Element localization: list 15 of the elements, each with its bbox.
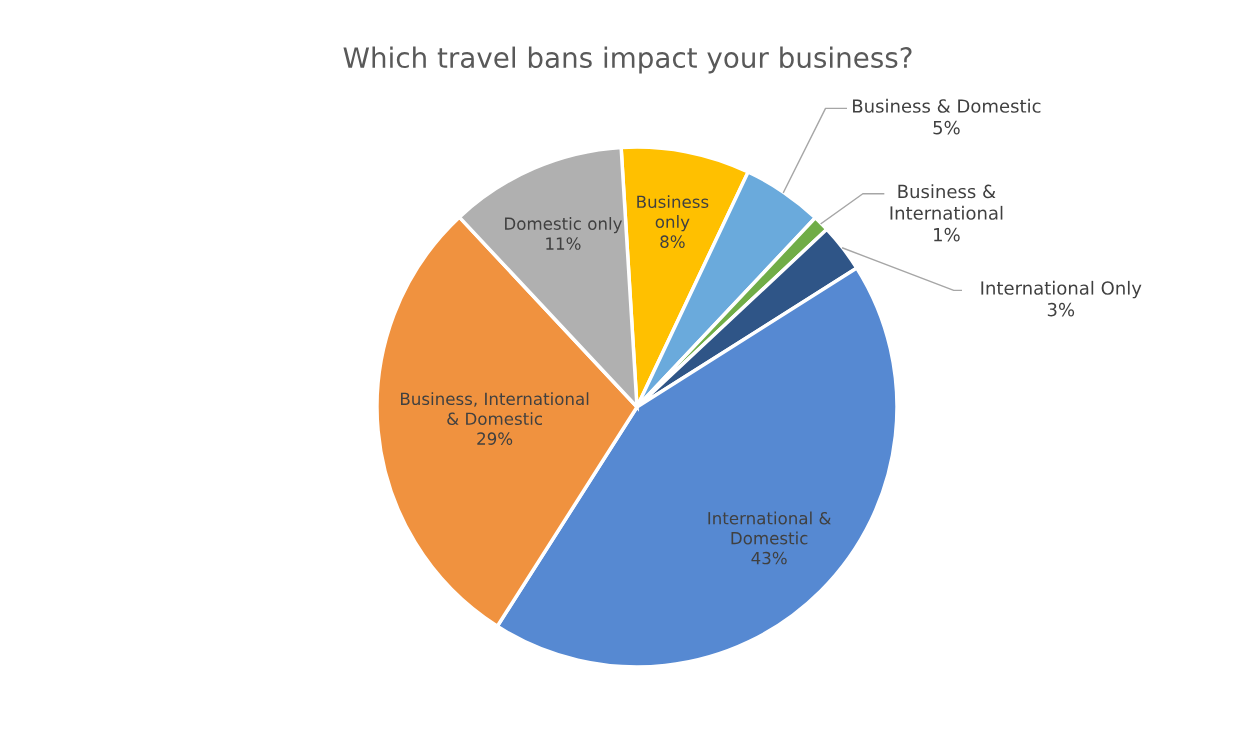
data-label: 3% bbox=[1047, 302, 1075, 317]
slice-label: Business, International & Domestic bbox=[401, 392, 589, 426]
data-label: 8% bbox=[660, 235, 685, 248]
chart-title: Which travel bans impact your business? bbox=[343, 46, 912, 74]
slice-label: Business only bbox=[637, 195, 709, 232]
data-label: 11% bbox=[546, 237, 581, 250]
slice-label: International Only bbox=[981, 280, 1142, 299]
slice-label: Domestic only bbox=[505, 217, 622, 234]
data-label: 43% bbox=[751, 551, 787, 565]
slice-label: Business & Domestic bbox=[853, 98, 1041, 113]
slice-label: International & Domestic bbox=[708, 511, 831, 545]
data-label: 29% bbox=[477, 432, 513, 445]
data-label: 5% bbox=[933, 120, 960, 135]
slice-label: Business & International bbox=[890, 184, 1003, 220]
data-label: 1% bbox=[934, 227, 960, 242]
